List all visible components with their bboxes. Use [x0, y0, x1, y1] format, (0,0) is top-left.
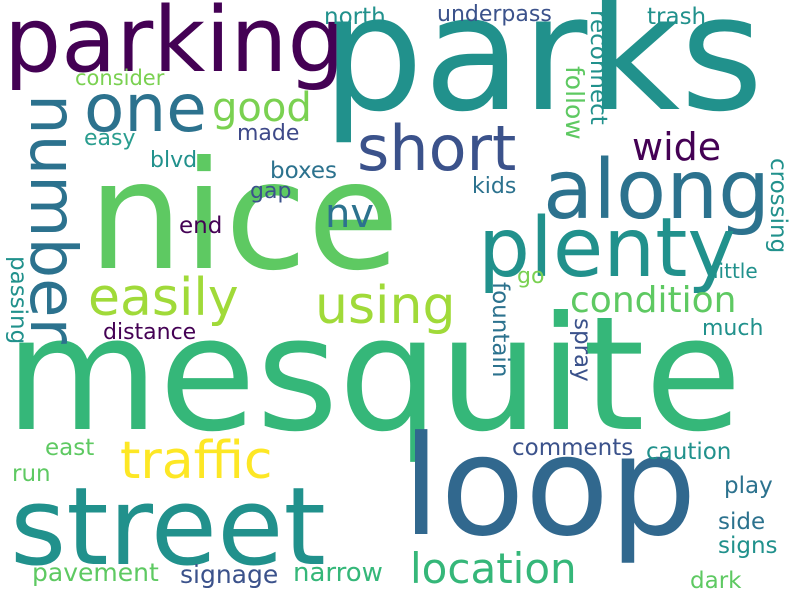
- word-run: run: [12, 461, 51, 487]
- word-loop: loop: [402, 406, 697, 567]
- word-spray: spray: [569, 318, 595, 382]
- word-mesquite: mesquite: [5, 283, 742, 467]
- word-passing: passing: [5, 256, 31, 345]
- word-east: east: [45, 435, 95, 461]
- word-boxes: boxes: [270, 158, 338, 184]
- word-distance: distance: [103, 320, 197, 345]
- word-caution: caution: [646, 439, 732, 465]
- word-blvd: blvd: [150, 148, 198, 173]
- word-play: play: [724, 473, 773, 499]
- word-using: using: [315, 276, 456, 336]
- word-along: along: [543, 143, 771, 238]
- word-one: one: [84, 70, 207, 147]
- word-end: end: [179, 213, 223, 239]
- word-little: little: [713, 259, 758, 283]
- word-parks: parks: [322, 0, 764, 147]
- word-condition: condition: [570, 280, 737, 321]
- word-kids: kids: [472, 174, 517, 199]
- word-good: good: [212, 85, 312, 131]
- word-nice: nice: [88, 130, 400, 304]
- word-made: made: [237, 121, 300, 146]
- word-comments: comments: [512, 435, 634, 461]
- word-easy: easy: [84, 126, 136, 151]
- word-much: much: [702, 316, 764, 341]
- word-underpass: underpass: [437, 2, 552, 27]
- word-nv: nv: [325, 191, 375, 237]
- word-trash: trash: [647, 4, 707, 30]
- word-north: north: [324, 4, 386, 30]
- word-street: street: [10, 465, 326, 590]
- word-plenty: plenty: [478, 201, 736, 296]
- word-gap: gap: [250, 179, 292, 204]
- word-crossing: crossing: [765, 158, 791, 254]
- word-location: location: [410, 544, 577, 593]
- word-consider: consider: [75, 66, 165, 90]
- word-go: go: [517, 264, 545, 289]
- word-follow: follow: [560, 66, 589, 140]
- word-fountain: fountain: [487, 282, 513, 378]
- word-pavement: pavement: [32, 558, 159, 587]
- word-narrow: narrow: [293, 558, 383, 588]
- word-number: number: [15, 94, 89, 344]
- word-short: short: [357, 112, 517, 185]
- word-easily: easily: [88, 268, 239, 328]
- word-dark: dark: [690, 568, 742, 594]
- word-traffic: traffic: [120, 431, 273, 491]
- word-reconnect: reconnect: [585, 10, 611, 125]
- word-signage: signage: [180, 560, 279, 589]
- word-wide: wide: [632, 125, 722, 169]
- word-side: side: [718, 509, 766, 535]
- word-signs: signs: [718, 533, 778, 559]
- word-parking: parking: [4, 0, 345, 93]
